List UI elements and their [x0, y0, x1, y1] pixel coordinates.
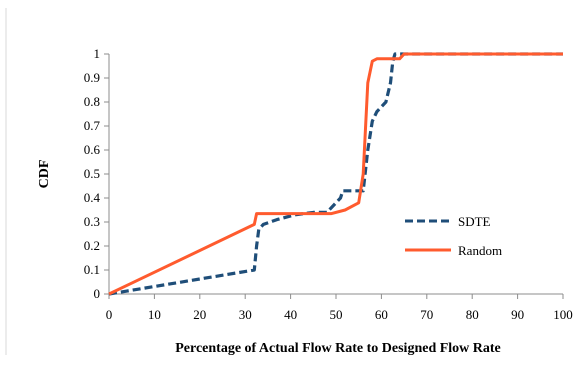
x-tick-label: 90	[511, 307, 524, 322]
x-tick-label: 40	[284, 307, 297, 322]
legend-label-random: Random	[458, 243, 502, 258]
x-tick-label: 0	[106, 307, 113, 322]
y-axis-tick-labels: 0 0.1 0.2 0.3 0.4 0.5 0.6 0.7 0.8 0.9 1	[84, 46, 109, 301]
x-tick-label: 50	[330, 307, 343, 322]
y-tick-label: 1	[94, 46, 101, 61]
y-tick-label: 0.7	[84, 118, 101, 133]
y-axis-title: CDF	[37, 160, 52, 189]
x-tick-label: 80	[466, 307, 479, 322]
legend: SDTE Random	[405, 214, 502, 258]
legend-label-sdte: SDTE	[458, 214, 491, 229]
x-axis-title: Percentage of Actual Flow Rate to Design…	[175, 341, 501, 356]
y-tick-label: 0.4	[84, 190, 101, 205]
x-tick-label: 30	[239, 307, 252, 322]
y-tick-label: 0.2	[84, 238, 100, 253]
y-tick-label: 0	[94, 286, 101, 301]
x-tick-label: 100	[553, 307, 573, 322]
y-tick-label: 0.3	[84, 214, 100, 229]
y-tick-label: 0.8	[84, 94, 100, 109]
x-tick-label: 20	[193, 307, 206, 322]
series-lines	[108, 52, 563, 296]
y-tick-label: 0.9	[84, 70, 100, 85]
x-axis-tick-labels: 0 10 20 30 40 50 60 70 80 90 100	[106, 294, 573, 322]
axes	[108, 54, 563, 295]
y-tick-label: 0.5	[84, 166, 100, 181]
x-tick-label: 60	[375, 307, 388, 322]
series-line-sdte	[108, 52, 563, 296]
x-tick-label: 70	[420, 307, 433, 322]
y-tick-label: 0.1	[84, 262, 100, 277]
series-line-random	[108, 52, 563, 296]
y-tick-label: 0.6	[84, 142, 101, 157]
x-tick-label: 10	[148, 307, 161, 322]
